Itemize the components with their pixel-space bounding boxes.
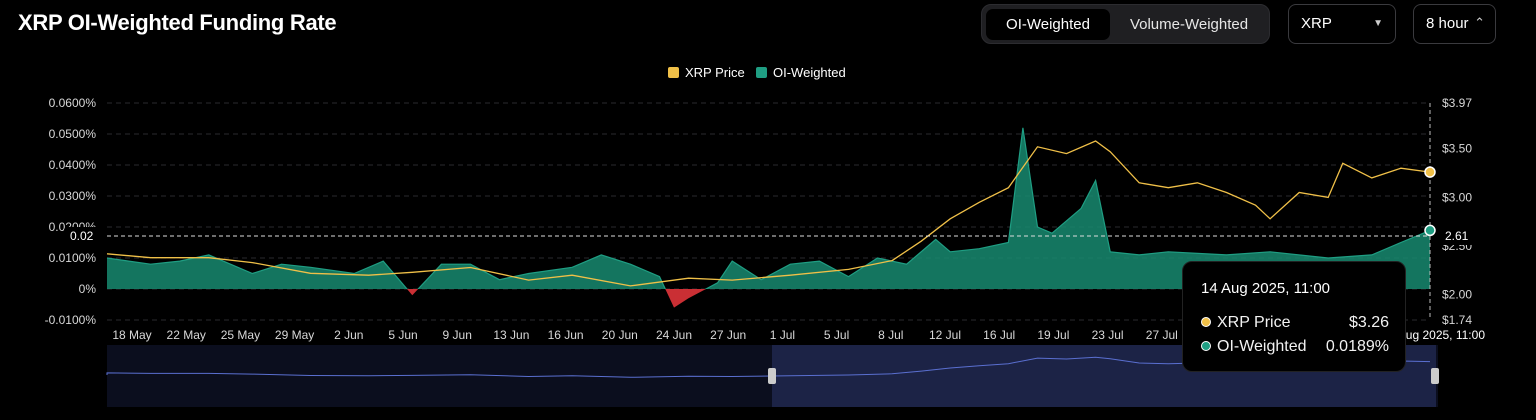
interval-select[interactable]: 8 hour ⌃ — [1413, 4, 1496, 44]
x-tick-label: 5 Jun — [388, 328, 417, 342]
tooltip-price-dot — [1201, 317, 1211, 327]
tooltip-funding-row: OI-Weighted 0.0189% — [1201, 338, 1389, 356]
x-tick-label: 9 Jun — [443, 328, 472, 342]
series-group — [106, 127, 1431, 308]
tab-oi-weighted[interactable]: OI-Weighted — [986, 9, 1110, 40]
legend-swatch-price — [668, 67, 679, 78]
x-tick-label: 12 Jul — [929, 328, 961, 342]
x-tick-label: 24 Jun — [656, 328, 692, 342]
right-tick-label: $3.00 — [1442, 190, 1472, 204]
left-tick-label: 0.0500% — [49, 127, 97, 141]
coin-select[interactable]: XRP ▼ — [1288, 4, 1396, 44]
left-axis: 0.0600%0.0500%0.0400%0.0300%0.0200%0.010… — [45, 96, 97, 327]
crosshair-right-label: 2.61 — [1439, 227, 1475, 245]
x-tick-label: 27 Jul — [1146, 328, 1178, 342]
caret-down-icon: ▼ — [1373, 18, 1383, 29]
crosshair — [107, 103, 1436, 320]
tooltip-price-row: XRP Price $3.26 — [1201, 314, 1389, 332]
right-tick-label: $1.74 — [1442, 313, 1472, 327]
navigator-handle-left[interactable] — [768, 368, 776, 384]
tooltip-funding-dot — [1201, 341, 1211, 351]
tooltip-funding-label: OI-Weighted — [1217, 338, 1307, 355]
funding-line — [106, 127, 1431, 289]
x-tick-label: 16 Jul — [983, 328, 1015, 342]
x-tick-label: 8 Jul — [878, 328, 903, 342]
funding-marker — [1424, 224, 1436, 237]
x-tick-label: 5 Jul — [824, 328, 849, 342]
x-tick-label: 23 Jul — [1092, 328, 1124, 342]
right-tick-label: $3.50 — [1442, 142, 1472, 156]
page-title: XRP OI-Weighted Funding Rate — [18, 10, 337, 35]
navigator-handle-right[interactable] — [1431, 368, 1439, 384]
x-tick-label: 25 May — [221, 328, 260, 342]
legend-price-label[interactable]: XRP Price — [685, 65, 745, 80]
interval-select-value: 8 hour — [1426, 15, 1469, 32]
right-tick-label: $2.00 — [1442, 288, 1472, 302]
left-tick-label: 0.0100% — [49, 251, 97, 265]
price-marker — [1424, 166, 1436, 178]
weighting-toggle: OI-Weighted Volume-Weighted — [981, 4, 1270, 44]
x-tick-label: 13 Jun — [493, 328, 529, 342]
left-tick-label: 0.0600% — [49, 96, 97, 110]
range-navigator[interactable] — [106, 345, 1439, 407]
crosshair-x-label: 14 Aug 2025, 11:00 — [1382, 328, 1486, 342]
tooltip-price-label: XRP Price — [1217, 314, 1291, 331]
legend-swatch-funding — [756, 67, 767, 78]
x-tick-label: 18 May — [112, 328, 151, 342]
right-tick-label: $3.97 — [1442, 96, 1472, 110]
tab-volume-weighted[interactable]: Volume-Weighted — [1129, 16, 1249, 33]
x-tick-label: 16 Jun — [548, 328, 584, 342]
tooltip-funding-value: 0.0189% — [1325, 338, 1389, 355]
x-tick-label: 2 Jun — [334, 328, 363, 342]
x-tick-label: 29 May — [275, 328, 314, 342]
chart-legend: XRP Price OI-Weighted — [668, 65, 846, 80]
left-tick-label: 0% — [79, 282, 97, 296]
funding-area-positive — [107, 127, 1430, 289]
x-tick-label: 22 May — [167, 328, 206, 342]
price-line — [106, 140, 1431, 287]
legend-funding-label[interactable]: OI-Weighted — [773, 65, 846, 80]
tooltip-price-value: $3.26 — [1348, 314, 1389, 331]
tooltip: 14 Aug 2025, 11:00 XRP Price $3.26 OI-We… — [1182, 261, 1406, 372]
x-tick-label: 20 Jun — [602, 328, 638, 342]
coin-select-value: XRP — [1301, 15, 1332, 32]
updown-chevron-icon: ⌃ — [1474, 15, 1485, 30]
tooltip-date: 14 Aug 2025, 11:00 — [1201, 280, 1331, 297]
left-tick-label: -0.0100% — [45, 313, 97, 327]
right-axis: $3.97$3.50$3.00$2.50$2.00$1.74 — [1442, 96, 1472, 327]
x-tick-label: 27 Jun — [710, 328, 746, 342]
x-tick-label: 1 Jul — [770, 328, 795, 342]
x-tick-label: 19 Jul — [1037, 328, 1069, 342]
crosshair-left-label: 0.02 — [64, 227, 100, 245]
left-tick-label: 0.0300% — [49, 189, 97, 203]
left-tick-label: 0.0400% — [49, 158, 97, 172]
